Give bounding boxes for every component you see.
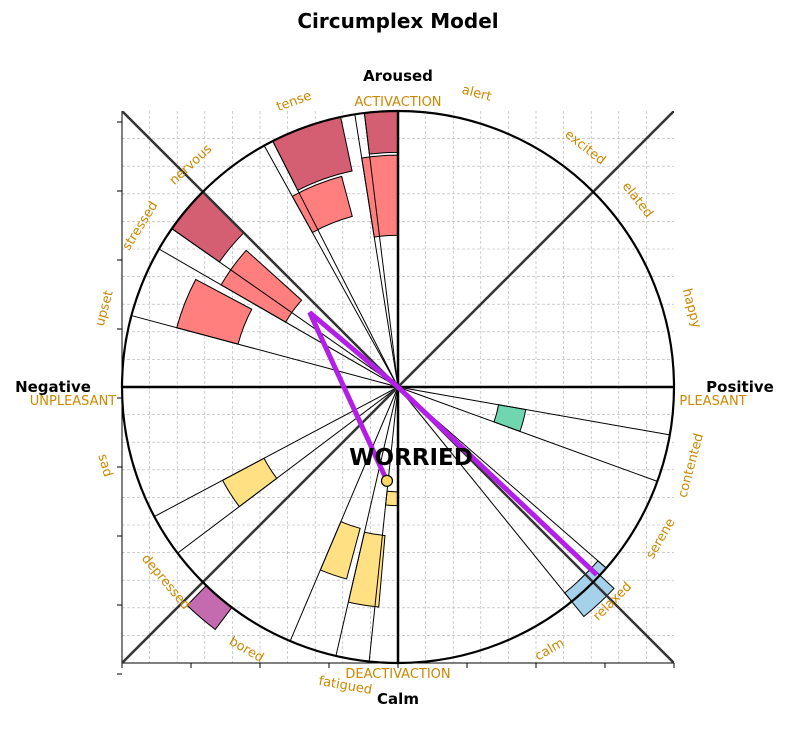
spoke: [363, 112, 399, 388]
axis-label-top: Aroused: [363, 67, 433, 85]
emotion-label: alert: [460, 83, 493, 105]
axis-sublabel-left: UNPLEASANT: [30, 394, 117, 409]
emotion-label: upset: [93, 289, 117, 328]
spoke: [171, 228, 399, 388]
spoke: [263, 145, 399, 388]
spoke: [154, 386, 399, 518]
spoke: [335, 386, 399, 657]
chart-title: Circumplex Model: [297, 9, 498, 33]
wedge: [319, 520, 361, 580]
axis-label-right: Positive: [706, 378, 774, 396]
trajectory-line: [307, 310, 599, 577]
spoke: [397, 386, 670, 436]
emotion-label: elated: [619, 179, 656, 220]
spoke: [397, 386, 573, 602]
spoke: [272, 140, 399, 388]
spoke: [131, 315, 399, 388]
axis-sublabel-bottom: DEACTIVACTION: [345, 667, 450, 682]
axis-sublabel-top: ACTIVACTION: [354, 95, 441, 110]
current-mood-marker: [380, 474, 394, 487]
axis-sublabel-right: PLEASANT: [679, 394, 746, 409]
wedge: [385, 490, 399, 507]
spoke: [177, 386, 399, 554]
spoke: [158, 248, 399, 388]
emotion-label: sad: [95, 453, 115, 479]
axis-label-left: Negative: [15, 378, 91, 396]
wedge: [171, 191, 245, 263]
spoke: [354, 114, 399, 388]
spoke: [397, 386, 658, 482]
emotion-label: stressed: [120, 199, 162, 253]
wedges: [171, 110, 615, 631]
emotion-label: happy: [679, 287, 704, 330]
emotion-label: contented: [675, 432, 707, 500]
emotion-label: tense: [275, 88, 314, 114]
emotion-label: excited: [562, 127, 609, 168]
emotion-label: serene: [643, 516, 678, 562]
spoke: [368, 386, 399, 662]
wedge: [361, 154, 399, 238]
spoke: [289, 386, 399, 642]
axis-label-bottom: Calm: [377, 690, 419, 708]
current-mood-label: WORRIED: [349, 445, 473, 471]
emotion-label: calm: [532, 636, 567, 665]
wedge: [347, 531, 386, 608]
trajectory-overlay: WORRIED: [307, 310, 599, 577]
outer-circle: [120, 109, 676, 665]
wedge: [363, 110, 399, 155]
